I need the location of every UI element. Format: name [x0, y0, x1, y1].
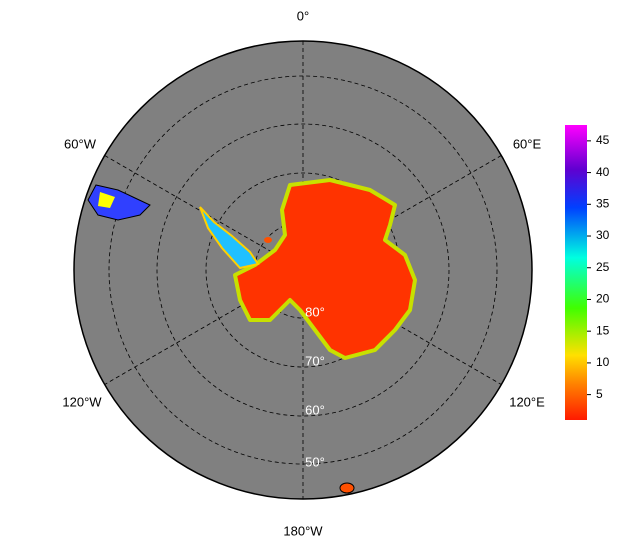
colorbar-tick-label: 20 — [596, 292, 610, 306]
colorbar-tick-label: 25 — [596, 260, 610, 274]
landmass — [87, 178, 417, 494]
latitude-label: 50° — [305, 454, 325, 469]
colorbar-tick-label: 10 — [596, 355, 610, 369]
colorbar-tick-label: 40 — [596, 165, 610, 179]
colorbar-tick-label: 15 — [596, 323, 610, 337]
colorbar-tick-label: 35 — [596, 196, 610, 210]
latitude-label: 60° — [305, 402, 325, 417]
longitude-label: 60°E — [513, 136, 542, 151]
longitude-label: 60°W — [64, 136, 97, 151]
latitude-label: 80° — [305, 304, 325, 319]
longitude-label: 180°W — [283, 523, 323, 538]
longitude-label: 120°E — [509, 394, 545, 409]
colorbar-tick-label: 30 — [596, 228, 610, 242]
colorbar-tick-label: 5 — [596, 387, 603, 401]
longitude-label: 0° — [297, 8, 309, 23]
longitude-label: 120°W — [62, 394, 102, 409]
colorbar-tick-label: 45 — [596, 133, 610, 147]
latitude-label: 70° — [305, 353, 325, 368]
colorbar — [565, 125, 587, 420]
